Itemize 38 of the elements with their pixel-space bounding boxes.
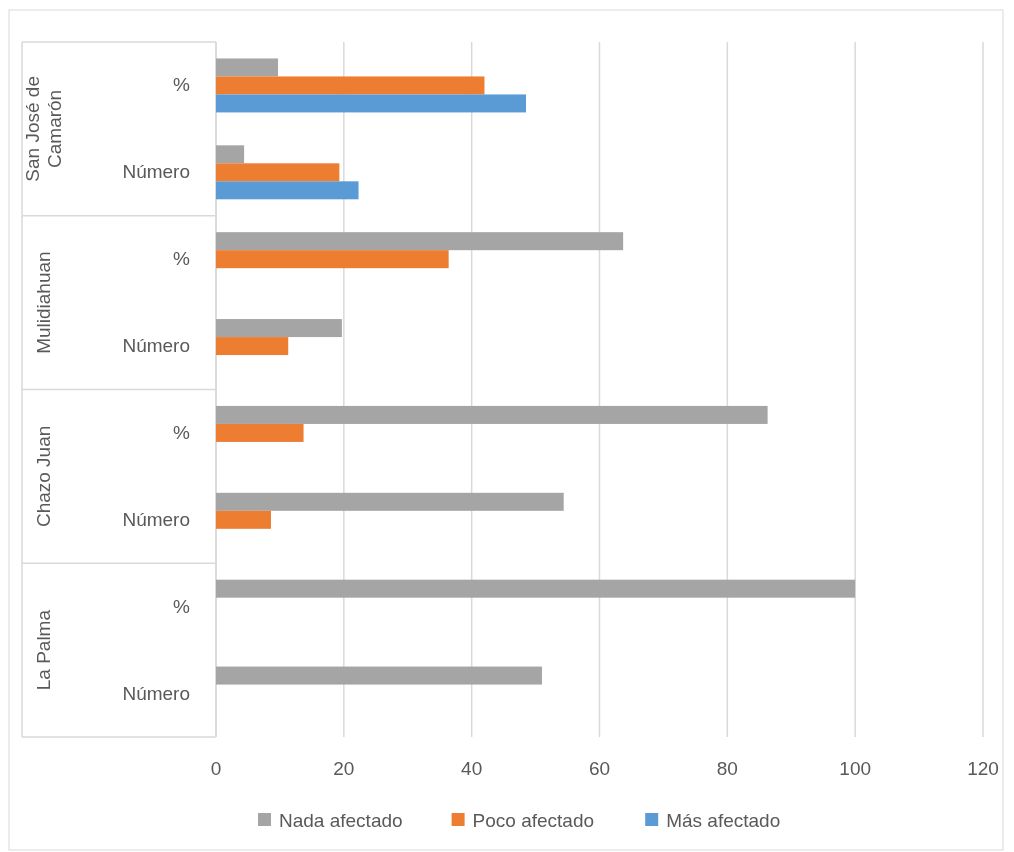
bar [216,337,289,356]
bar [216,405,768,424]
y-tick-label: % [173,74,191,96]
bar [216,423,304,442]
bar [216,94,526,113]
bar [216,579,856,598]
y-tick-label: Número [122,335,190,357]
x-tick-label: 60 [588,758,611,779]
text: Mulidiahuan [33,251,54,354]
bar [216,232,624,251]
x-tick-label: 100 [839,758,872,779]
legend-label: Más afectado [666,810,781,831]
text: San José de Camarón [22,76,65,182]
bar [216,319,342,338]
y-tick-label: Número [122,682,190,704]
bar [216,666,542,685]
text: Chazo Juan [33,425,54,528]
bar [216,492,564,511]
y-tick-label: % [173,595,191,617]
y-tick-label: Número [122,161,190,183]
x-tick-label: 120 [967,758,999,779]
bar [216,58,278,77]
y-tick-label: Número [122,508,190,530]
y-tick-label: % [173,248,191,270]
bar [216,250,449,269]
x-tick-label: 40 [461,758,483,779]
y-tick-label: % [173,421,191,443]
bar [216,163,340,182]
x-tick-label: 80 [716,758,738,779]
legend-label: Poco afectado [472,810,595,831]
bar [216,145,245,164]
legend-label: Nada afectado [279,810,403,831]
x-tick-label: 20 [333,758,355,779]
bar [216,76,485,95]
bar [216,181,359,200]
bar [216,510,271,529]
text: La Palma [33,609,54,691]
x-tick-label: 0 [210,758,222,779]
